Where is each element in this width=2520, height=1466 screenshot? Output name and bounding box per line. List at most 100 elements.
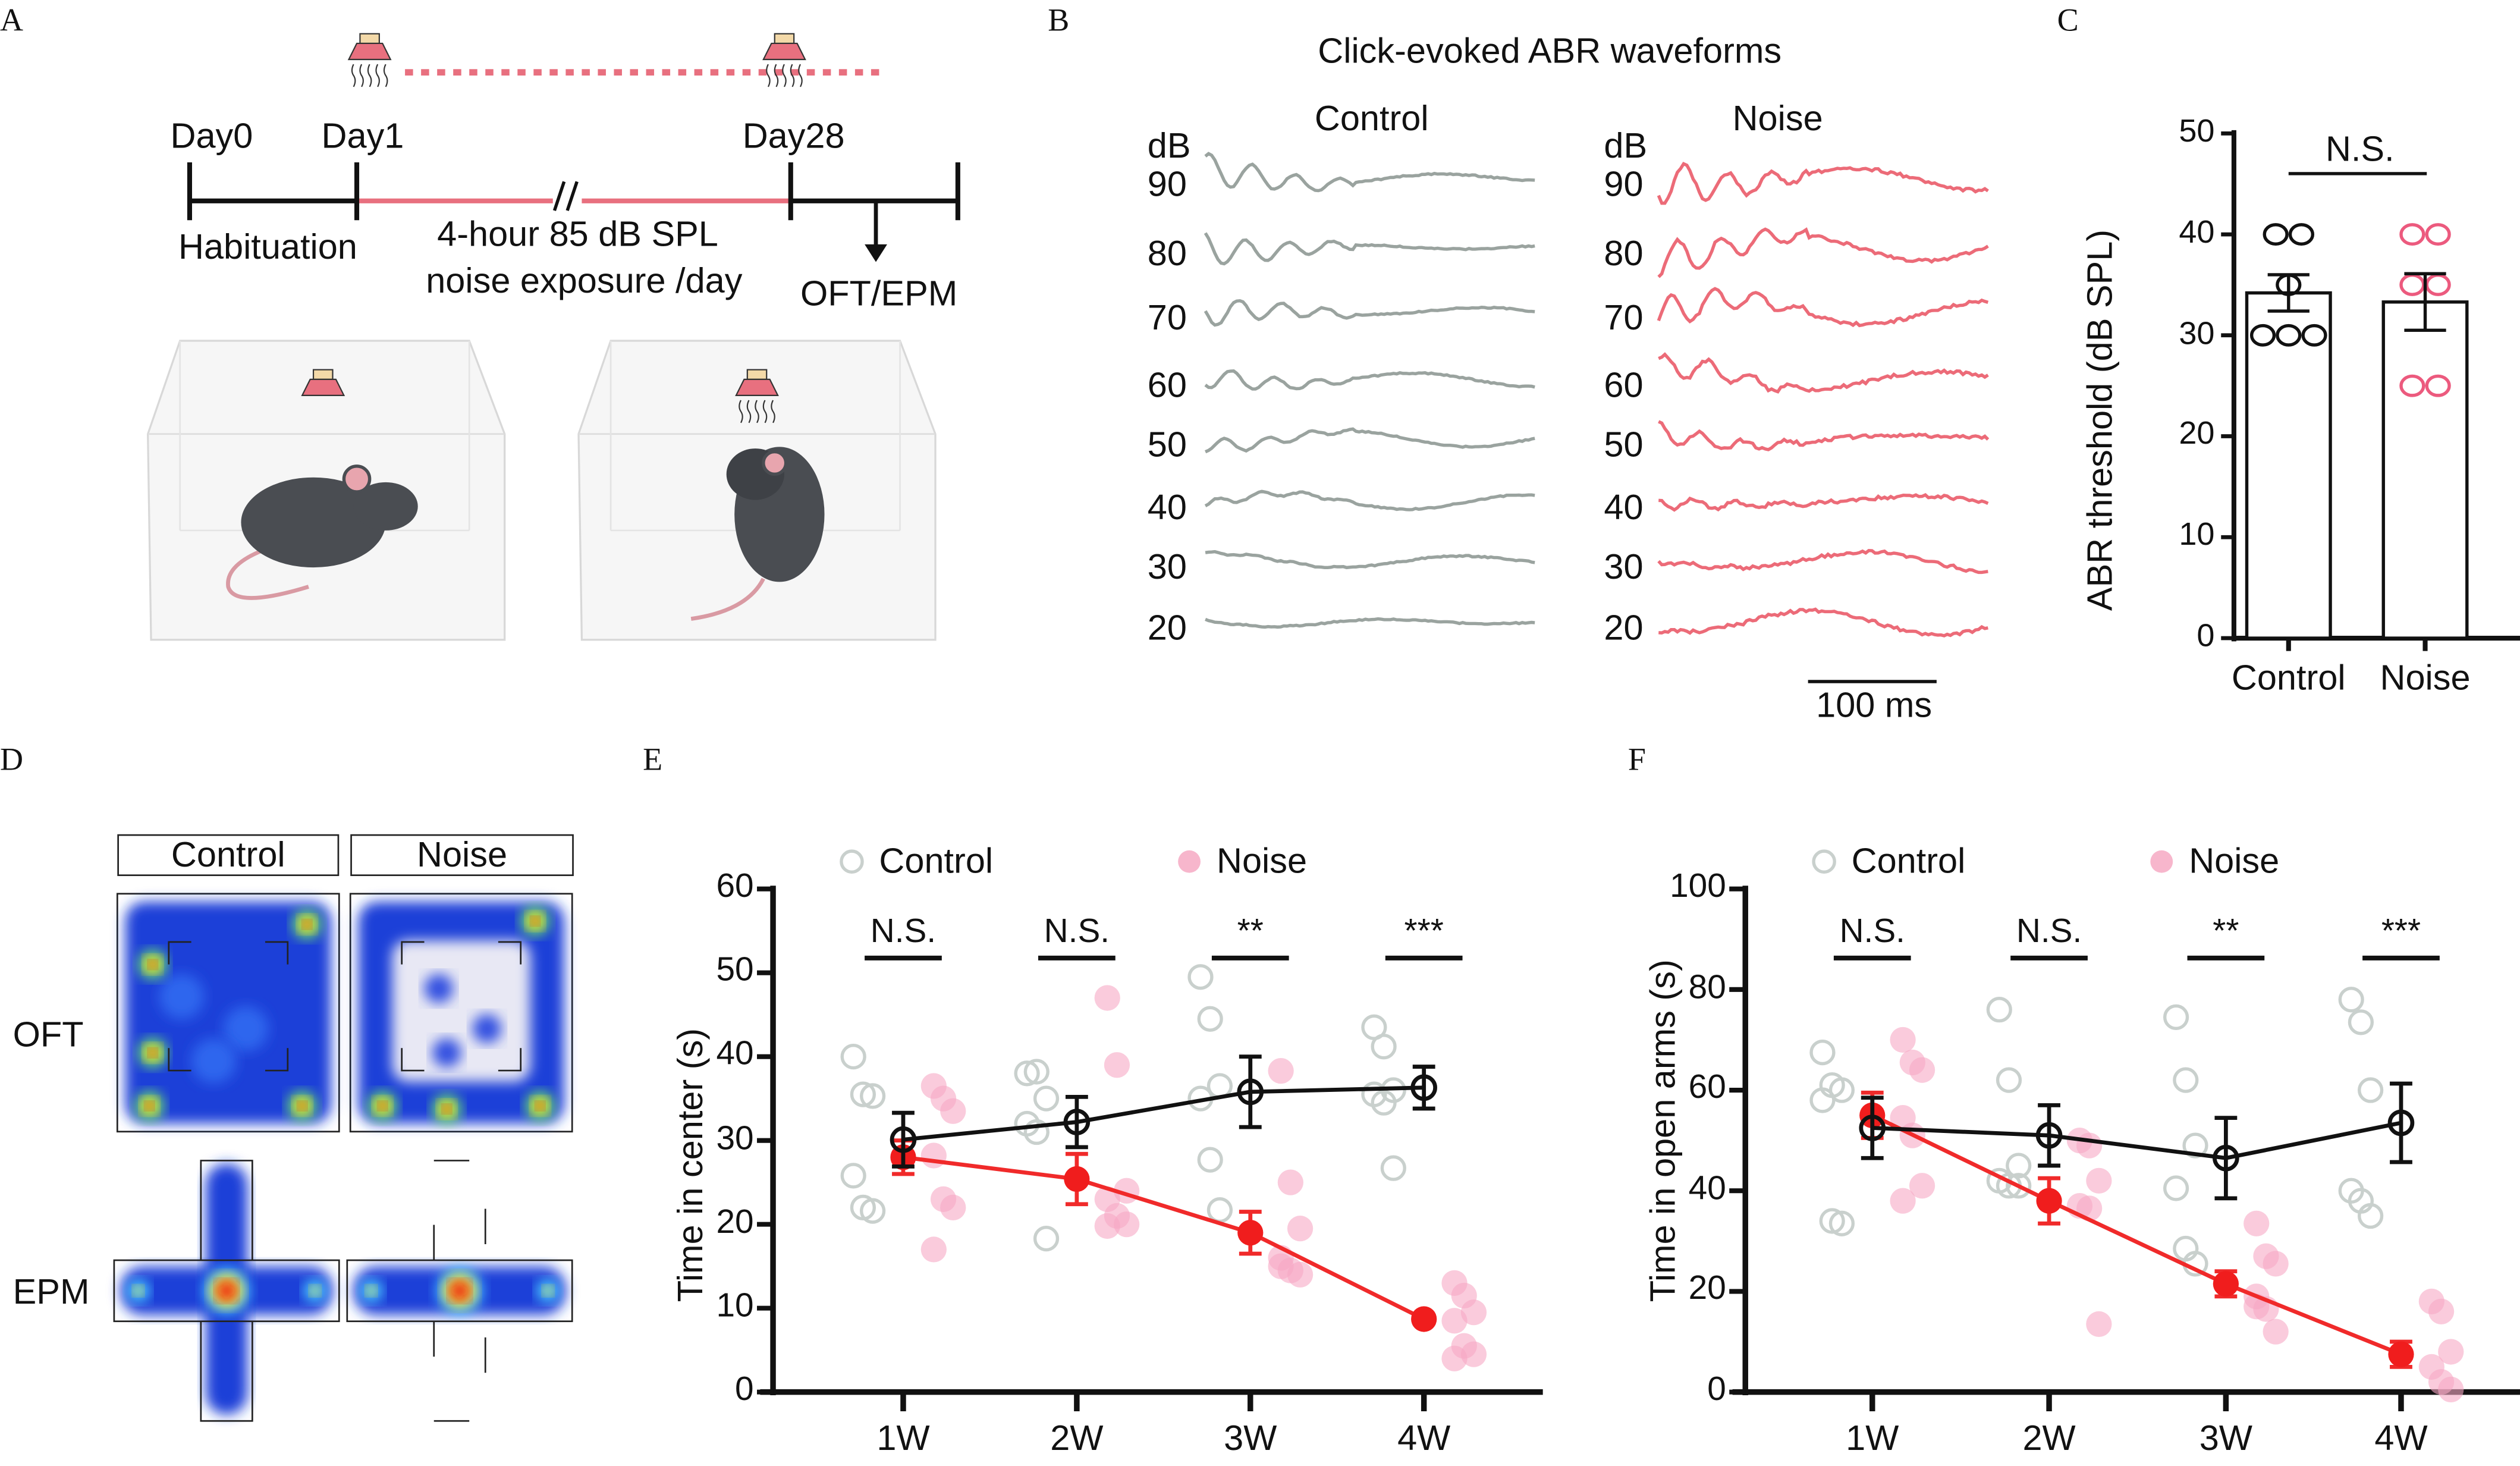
habituation-label: Habituation	[178, 227, 357, 267]
data-point-control	[840, 1044, 866, 1070]
legend-marker-control	[1812, 849, 1836, 874]
data-point-noise	[2438, 1376, 2464, 1403]
legend-marker-noise	[2150, 850, 2173, 873]
data-point-noise	[1441, 1345, 1468, 1371]
abr-unit-control: dB	[1147, 125, 1191, 166]
y-tick-label: 30	[2179, 316, 2215, 351]
data-point-noise	[1909, 1173, 1935, 1199]
data-point-noise	[1890, 1188, 1916, 1214]
data-point-control	[2288, 223, 2315, 246]
abr-noise-title: Noise	[1732, 98, 1823, 139]
data-point-control	[1187, 964, 1214, 990]
bar-noise	[2381, 300, 2469, 640]
sound-wave	[383, 64, 388, 87]
data-point-noise	[2263, 1319, 2289, 1345]
y-tick-label: 20	[1688, 1270, 1726, 1308]
legend-label-control: Control	[1851, 840, 1966, 881]
mean-line-noise	[903, 1155, 1425, 1321]
data-point-noise	[2425, 223, 2451, 246]
epm-heatmap-control-open-arms	[113, 1259, 340, 1323]
abr-threshold-bar-chart	[2221, 130, 2520, 651]
db-level-label-control: 90	[1147, 164, 1187, 205]
data-point-control	[2006, 1173, 2032, 1199]
db-level-label-control: 70	[1147, 297, 1187, 338]
significance-label: **	[1237, 913, 1264, 950]
x-tick-label: 1W	[876, 1417, 930, 1458]
data-point-noise	[1094, 1213, 1120, 1239]
db-level-label-control: 20	[1147, 607, 1187, 648]
x-tick-label: 4W	[1397, 1417, 1451, 1458]
data-point-noise	[2399, 374, 2425, 397]
x-tick-label: 2W	[1050, 1417, 1104, 1458]
y-tick-label: 10	[716, 1287, 754, 1324]
abr-title: Click-evoked ABR waveforms	[1318, 30, 1782, 71]
significance-label: ***	[1404, 913, 1444, 950]
data-point-control	[2182, 1132, 2208, 1159]
x-tick-label: Control	[2231, 657, 2346, 698]
abr-trace-noise-30	[1657, 548, 1988, 575]
exposure-label-line1: 4-hour 85 dB SPL	[437, 214, 718, 255]
heat-center-empty	[392, 940, 530, 1082]
data-point-noise	[1277, 1169, 1303, 1195]
data-point-control	[850, 1081, 876, 1107]
heatmap-header-control: Control	[117, 834, 340, 877]
epm-heatmap-control-closed-arms	[200, 1160, 253, 1422]
sound-wave	[739, 400, 743, 423]
y-tick-label: 0	[735, 1371, 754, 1408]
abr-trace-noise-20	[1658, 607, 1988, 638]
data-point-noise	[2086, 1167, 2112, 1194]
sound-wave	[782, 64, 787, 87]
panel-label-c: C	[2057, 3, 2079, 39]
mean-marker-control	[1063, 1109, 1091, 1135]
abr-trace-control-40	[1204, 489, 1535, 511]
heat-spot	[472, 1014, 502, 1044]
x-tick-label: Noise	[2380, 657, 2471, 698]
speaker-cone	[735, 378, 779, 396]
heat-spot	[450, 1281, 470, 1301]
data-point-control	[2163, 1004, 2189, 1030]
significance-label: N.S.	[870, 913, 937, 950]
db-level-label-noise: 60	[1604, 365, 1644, 406]
data-point-control	[1197, 1147, 1223, 1173]
center-zone-marker	[401, 941, 522, 1072]
y-tick-label: 10	[2179, 517, 2215, 554]
significance-label: N.S.	[2016, 913, 2082, 950]
db-level-label-noise: 90	[1604, 164, 1644, 205]
panel-label-d: D	[0, 742, 24, 778]
y-tick-label: 20	[2179, 417, 2215, 453]
data-point-noise	[2086, 1311, 2112, 1338]
mean-marker-noise	[1064, 1166, 1090, 1192]
speaker-cone	[301, 378, 345, 396]
arrow-down-icon	[865, 244, 887, 262]
abr-trace-noise-50	[1658, 420, 1990, 451]
data-point-control	[1828, 1210, 1855, 1236]
data-point-noise	[940, 1194, 966, 1221]
exposure-label-line2: noise exposure /day	[426, 260, 743, 301]
mean-line-control	[1872, 1120, 2402, 1160]
y-tick-label: 80	[1688, 968, 1726, 1006]
heatmap-header-noise: Noise	[350, 834, 574, 877]
legend-label-noise: Noise	[2189, 840, 2280, 881]
db-level-label-control: 80	[1147, 233, 1187, 274]
sound-wave	[774, 64, 779, 87]
epm-heatmap-control	[120, 1163, 333, 1415]
abr-trace-noise-80	[1657, 227, 1989, 278]
y-tick-label: 50	[2179, 114, 2215, 150]
mouse-body	[241, 477, 386, 568]
epm-heatmap-noise	[353, 1266, 566, 1315]
abr-trace-control-20	[1205, 617, 1535, 629]
mean-marker-noise	[1411, 1306, 1437, 1332]
mean-marker-noise	[2036, 1188, 2062, 1214]
heat-spot	[133, 1286, 143, 1296]
data-point-control	[1033, 1085, 1060, 1112]
data-point-control	[1033, 1225, 1060, 1252]
data-point-noise	[1114, 1211, 1140, 1238]
sound-wave	[367, 64, 372, 87]
data-point-control	[1809, 1087, 1836, 1113]
mouse-head	[353, 482, 418, 530]
db-level-label-control: 30	[1147, 546, 1187, 587]
db-level-label-noise: 80	[1604, 233, 1644, 274]
center-zone-marker	[168, 941, 289, 1072]
